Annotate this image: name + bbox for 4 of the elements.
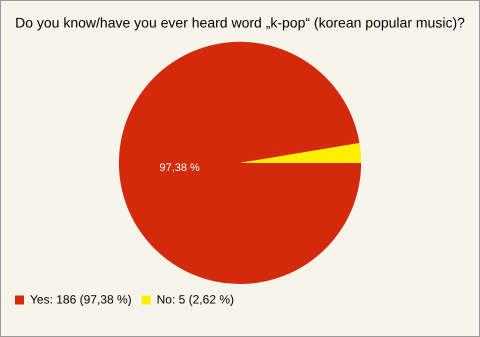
legend-label: No: 5 (2,62 %) — [156, 292, 234, 306]
data-label: 97,38 % — [159, 162, 200, 174]
legend-label: Yes: 186 (97,38 %) — [30, 292, 132, 306]
chart-title: Do you know/have you ever heard word „k-pop“ (korean popular music)? — [15, 14, 466, 30]
